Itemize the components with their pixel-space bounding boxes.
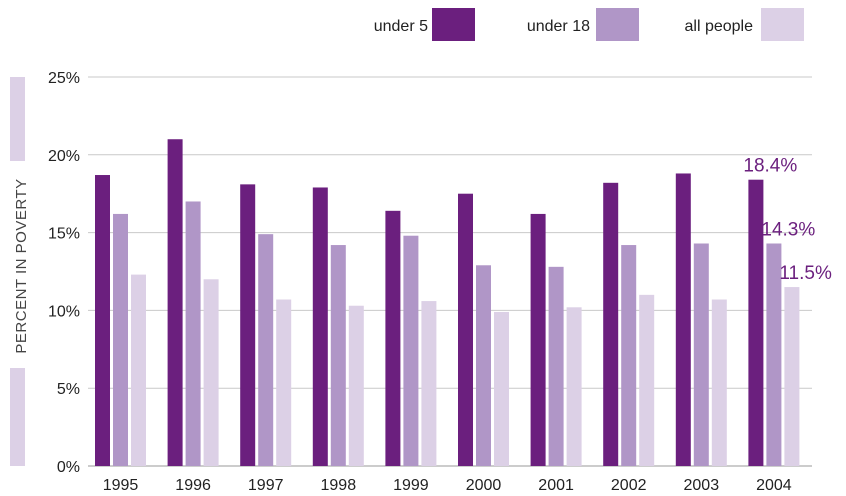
y-axis-band	[10, 77, 25, 466]
bar-under-18-2002	[621, 245, 637, 466]
bar-all-people-2001	[566, 307, 582, 466]
bar-under-5-2002	[603, 182, 619, 467]
y-tick-label: 10%	[48, 303, 80, 320]
bar-all-people-2000	[494, 311, 509, 466]
bar-under-18-2003	[693, 243, 709, 466]
bar-all-people-2004	[784, 287, 800, 466]
bar-under-18-1996	[185, 201, 201, 467]
bar-under-5-1998	[312, 187, 328, 466]
x-tick-label: 1999	[393, 477, 429, 494]
y-axis-title: PERCENT IN POVERTY	[13, 178, 30, 353]
bar-under-18-1995	[113, 213, 128, 466]
legend-swatch-all-people	[761, 8, 804, 41]
bar-under-5-1995	[95, 175, 110, 466]
legend-label-all-people: all people	[685, 18, 754, 35]
bar-under-5-1997	[240, 184, 256, 466]
x-tick-label: 2004	[756, 477, 792, 494]
x-tick-label: 2000	[466, 477, 502, 494]
data-label-under-18: 14.3%	[761, 219, 815, 240]
x-tick-label: 1996	[175, 477, 211, 494]
bar-under-18-1997	[258, 234, 274, 466]
bar-under-5-2003	[675, 173, 691, 467]
legend-swatch-under-5	[432, 8, 475, 41]
bar-under-18-1999	[403, 235, 419, 466]
y-tick-label: 25%	[48, 70, 80, 87]
bar-all-people-1997	[276, 299, 292, 466]
data-label-all-people: 11.5%	[779, 263, 832, 284]
bar-all-people-1995	[131, 274, 146, 466]
x-tick-label: 2001	[538, 477, 574, 494]
data-label-under-5: 18.4%	[743, 156, 797, 177]
bars	[95, 139, 800, 467]
legend-swatch-under-18	[596, 8, 639, 41]
bar-under-18-2004	[766, 243, 782, 466]
bar-under-18-2000	[476, 265, 491, 466]
data-labels: 18.4% 14.3% 11.5%	[743, 156, 832, 284]
y-tick-label: 0%	[57, 459, 80, 476]
y-tick-labels: 0% 5% 10% 15% 20% 25%	[48, 70, 80, 476]
bar-all-people-1998	[348, 305, 364, 466]
bar-under-5-2001	[530, 213, 546, 466]
y-tick-label: 5%	[57, 381, 80, 398]
bar-all-people-2003	[711, 299, 727, 466]
x-tick-label: 2002	[611, 477, 647, 494]
bar-all-people-1999	[421, 301, 437, 466]
y-tick-label: 20%	[48, 148, 80, 165]
x-tick-labels: 1995 1996 1997 1998 1999 2000 2001 2002 2003 2004	[103, 477, 792, 494]
x-tick-label: 2003	[684, 477, 720, 494]
x-tick-label: 1995	[103, 477, 139, 494]
bar-under-5-1996	[167, 139, 183, 467]
x-tick-label: 1998	[321, 477, 357, 494]
axis-band-top	[10, 77, 25, 161]
legend-label-under-18: under 18	[527, 18, 590, 35]
bar-all-people-1996	[203, 279, 219, 466]
axis-band-bottom	[10, 368, 25, 466]
bar-under-5-2000	[458, 193, 473, 466]
bar-all-people-2002	[639, 294, 655, 466]
legend-label-under-5: under 5	[374, 18, 428, 35]
bar-under-5-1999	[385, 210, 401, 466]
bar-under-18-1998	[330, 245, 346, 466]
bar-under-18-2001	[548, 266, 564, 466]
x-tick-label: 1997	[248, 477, 284, 494]
y-tick-label: 15%	[48, 226, 80, 243]
legend: under 5 under 18 all people	[374, 8, 804, 41]
bar-under-5-2004	[748, 179, 764, 467]
